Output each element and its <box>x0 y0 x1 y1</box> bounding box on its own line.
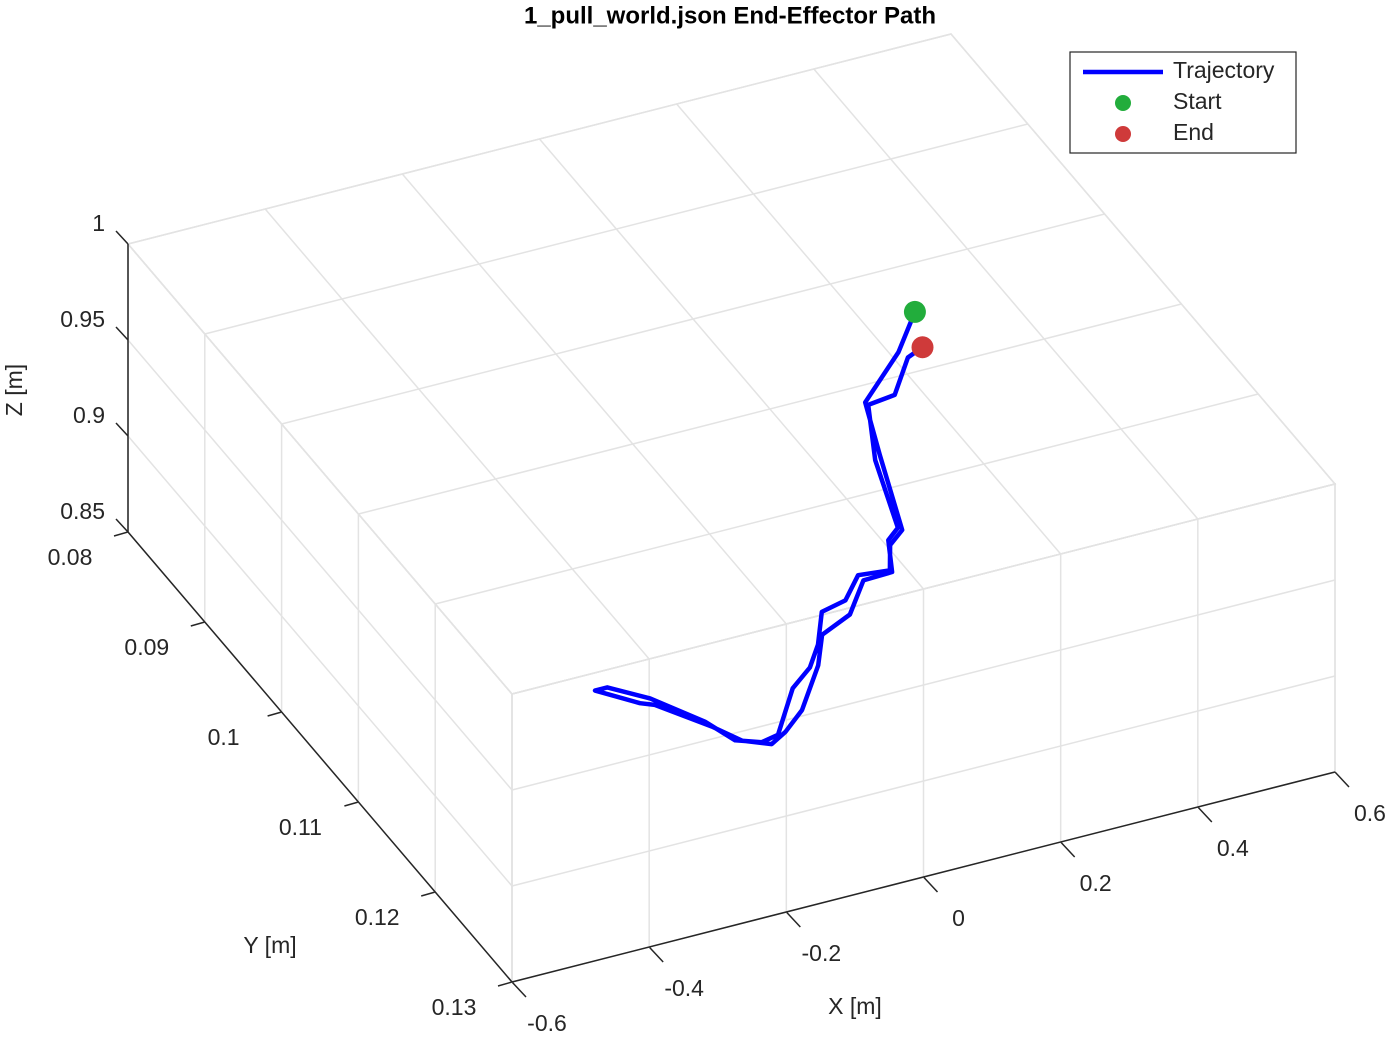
legend-label: End <box>1173 119 1214 145</box>
grid-line <box>127 435 513 887</box>
y-tick-mark <box>420 891 436 897</box>
x-tick-label: 0 <box>952 905 965 931</box>
y-tick-label: 0.13 <box>432 994 477 1020</box>
x-tick-mark <box>648 946 664 963</box>
z-tick-label: 0.9 <box>73 402 105 428</box>
x-tick-label: 0.6 <box>1354 800 1386 826</box>
legend-swatch <box>1115 95 1131 111</box>
y-tick-label: 0.12 <box>355 904 400 930</box>
legend-box <box>1069 51 1297 154</box>
grid-line <box>401 173 787 625</box>
y-axis-line <box>127 531 513 983</box>
grid-line <box>511 483 1336 695</box>
grid-line <box>950 33 1336 485</box>
legend-label: Trajectory <box>1173 57 1275 83</box>
x-tick-label: 0.4 <box>1217 835 1249 861</box>
y-tick-label: 0.08 <box>48 544 93 570</box>
grid-line <box>281 213 1105 425</box>
y-tick-mark <box>344 801 359 807</box>
y-tick-mark <box>497 981 513 987</box>
z-axis-label: Z [m] <box>1 364 27 416</box>
x-tick-mark <box>1197 806 1213 823</box>
x-tick-mark <box>511 981 527 998</box>
x-tick-mark <box>785 911 801 928</box>
y-tick-mark <box>113 531 129 537</box>
x-tick-mark <box>1334 771 1350 788</box>
x-tick-label: 0.2 <box>1080 870 1112 896</box>
grid-line <box>358 303 1182 515</box>
x-tick-label: -0.4 <box>664 975 704 1001</box>
y-axis-label: Y [m] <box>243 932 296 958</box>
y-tick-mark <box>190 621 206 627</box>
grid-line <box>538 138 925 590</box>
z-tick-label: 0.85 <box>60 498 105 524</box>
y-tick-label: 0.11 <box>279 814 322 840</box>
y-tick-label: 0.1 <box>208 724 240 750</box>
legend-label: Start <box>1173 88 1222 114</box>
x-tick-label: -0.2 <box>802 940 842 966</box>
z-tick-mark <box>115 326 129 341</box>
grid-line <box>435 393 1259 605</box>
x-tick-label: -0.6 <box>527 1010 567 1036</box>
x-tick-mark <box>922 876 939 893</box>
point-marker <box>903 300 926 323</box>
grid-line <box>676 103 1062 555</box>
z-tick-label: 1 <box>92 210 105 236</box>
z-tick-mark <box>115 230 129 245</box>
z-tick-label: 0.95 <box>60 306 105 332</box>
grid-line <box>204 123 1028 335</box>
x-axis-label: X [m] <box>828 993 882 1019</box>
grid-line <box>127 33 952 245</box>
x-axis-line <box>511 771 1336 983</box>
chart-title: 1_pull_world.json End-Effector Path <box>524 2 936 29</box>
grid-line <box>127 243 513 695</box>
y-tick-mark <box>267 711 282 717</box>
grid-line <box>511 579 1336 791</box>
y-tick-label: 0.09 <box>124 634 169 660</box>
z-tick-mark <box>115 422 129 437</box>
grid-line <box>264 208 650 660</box>
x-tick-mark <box>1060 841 1076 858</box>
point-marker <box>911 336 934 359</box>
trajectory-line <box>592 311 924 747</box>
axes-face <box>127 241 513 985</box>
grid-line <box>813 68 1199 520</box>
grid-line <box>511 675 1336 887</box>
grid-line <box>127 339 513 791</box>
legend-swatch <box>1115 126 1131 142</box>
z-tick-mark <box>115 518 129 533</box>
